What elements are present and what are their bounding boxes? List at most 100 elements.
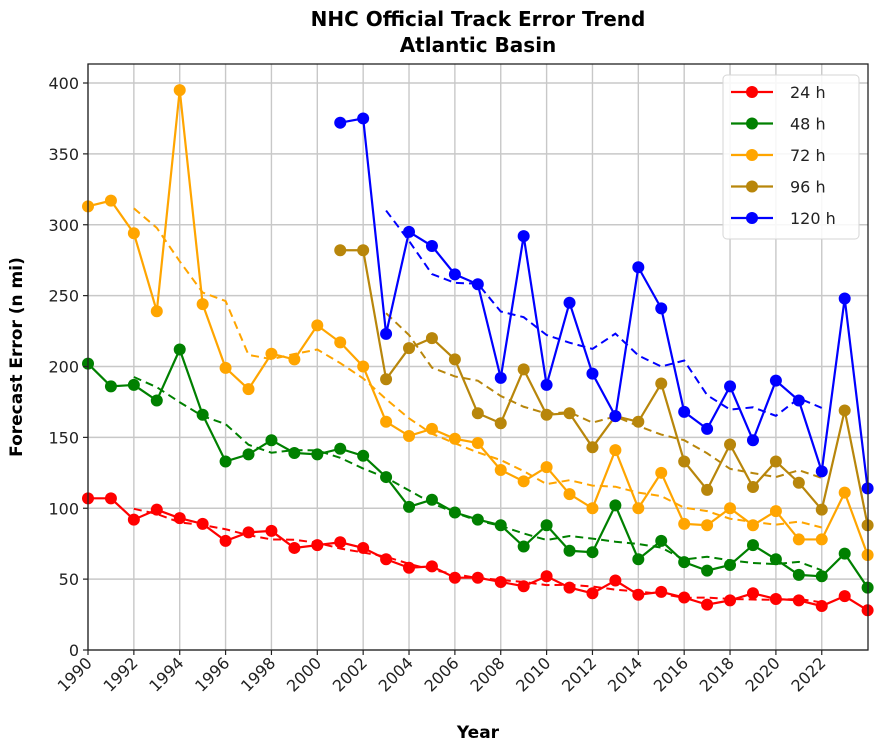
data-point	[265, 434, 278, 447]
legend-label: 48 h	[790, 115, 826, 134]
data-point	[769, 592, 782, 605]
data-point	[563, 581, 576, 594]
chart-subtitle: Atlantic Basin	[400, 33, 557, 57]
data-point	[724, 594, 737, 607]
data-point	[288, 353, 301, 366]
x-tick-label: 1992	[99, 653, 141, 695]
data-point	[494, 417, 507, 430]
chart-title: NHC Official Track Error Trend	[311, 7, 646, 31]
data-point	[701, 564, 714, 577]
data-point	[334, 244, 347, 257]
legend-label: 72 h	[790, 146, 826, 165]
data-point	[586, 502, 599, 515]
data-point	[471, 437, 484, 450]
y-axis-ticks: 0 50 100 150 200 250 300 350 400	[48, 74, 88, 660]
legend-marker	[746, 117, 758, 130]
data-point	[586, 587, 599, 600]
data-point	[678, 517, 691, 530]
data-point	[678, 455, 691, 468]
x-axis-label: Year	[456, 723, 500, 743]
data-point	[540, 519, 553, 532]
data-point	[173, 84, 186, 97]
x-tick-label: 2010	[512, 653, 554, 695]
data-point	[448, 506, 461, 519]
trend-line	[385, 209, 823, 417]
data-point	[150, 394, 163, 407]
legend-marker	[746, 180, 758, 193]
legend-marker	[746, 212, 758, 224]
data-point	[104, 492, 117, 505]
data-point	[769, 374, 782, 387]
data-point	[792, 594, 805, 607]
data-point	[769, 553, 782, 566]
data-point	[540, 408, 553, 421]
legend-box	[722, 74, 860, 240]
legend-marker	[746, 86, 758, 98]
data-point	[540, 461, 553, 474]
y-tick-label: 350	[48, 145, 79, 164]
data-point	[815, 503, 828, 516]
data-point	[494, 575, 507, 588]
data-point	[746, 587, 759, 600]
data-point	[678, 556, 691, 569]
data-point	[517, 540, 530, 553]
data-point	[403, 225, 416, 238]
data-point	[701, 422, 714, 435]
data-point	[815, 465, 828, 478]
data-point	[311, 448, 324, 461]
data-point	[724, 558, 737, 571]
data-point	[724, 438, 737, 451]
data-point	[127, 513, 140, 526]
y-tick-label: 100	[48, 499, 79, 518]
data-point	[425, 240, 438, 253]
data-point	[403, 500, 416, 513]
legend: 24 h 48 h 72 h 96 h 120 h	[722, 74, 860, 240]
data-point	[746, 519, 759, 532]
data-point	[563, 544, 576, 557]
data-point	[104, 380, 117, 393]
data-point	[655, 534, 668, 547]
data-point	[288, 446, 301, 459]
data-point	[792, 533, 805, 546]
data-point	[746, 480, 759, 493]
data-point	[632, 415, 645, 428]
data-point	[219, 455, 232, 468]
data-point	[494, 519, 507, 532]
y-tick-label: 300	[48, 216, 79, 235]
data-point	[792, 568, 805, 581]
data-point	[334, 536, 347, 549]
y-axis-label: Forecast Error (n mi)	[7, 257, 27, 457]
data-point	[380, 415, 393, 428]
data-point	[792, 394, 805, 407]
data-point	[838, 547, 851, 560]
x-tick-label: 1998	[237, 653, 279, 695]
data-point	[334, 336, 347, 349]
data-point	[242, 383, 255, 396]
data-point	[632, 261, 645, 274]
data-point	[219, 534, 232, 547]
data-point	[425, 493, 438, 506]
legend-label: 24 h	[790, 83, 826, 102]
plot-frame	[87, 63, 869, 651]
data-point	[448, 432, 461, 445]
data-point	[127, 227, 140, 240]
y-tick-label: 250	[48, 287, 79, 306]
data-point	[127, 378, 140, 391]
data-point	[471, 278, 484, 291]
data-point	[746, 539, 759, 552]
data-point	[219, 361, 232, 374]
y-tick-label: 150	[48, 428, 79, 447]
y-tick-label: 200	[48, 358, 79, 377]
data-point	[746, 434, 759, 447]
data-point	[104, 194, 117, 207]
data-point	[173, 343, 186, 356]
data-point	[609, 410, 622, 423]
data-point	[517, 475, 530, 488]
legend-label: 120 h	[790, 209, 836, 228]
legend-entry: 96 h	[731, 178, 826, 197]
data-point	[655, 585, 668, 598]
data-series	[82, 84, 874, 617]
data-point	[425, 560, 438, 573]
data-point	[609, 574, 622, 587]
data-point	[838, 486, 851, 499]
